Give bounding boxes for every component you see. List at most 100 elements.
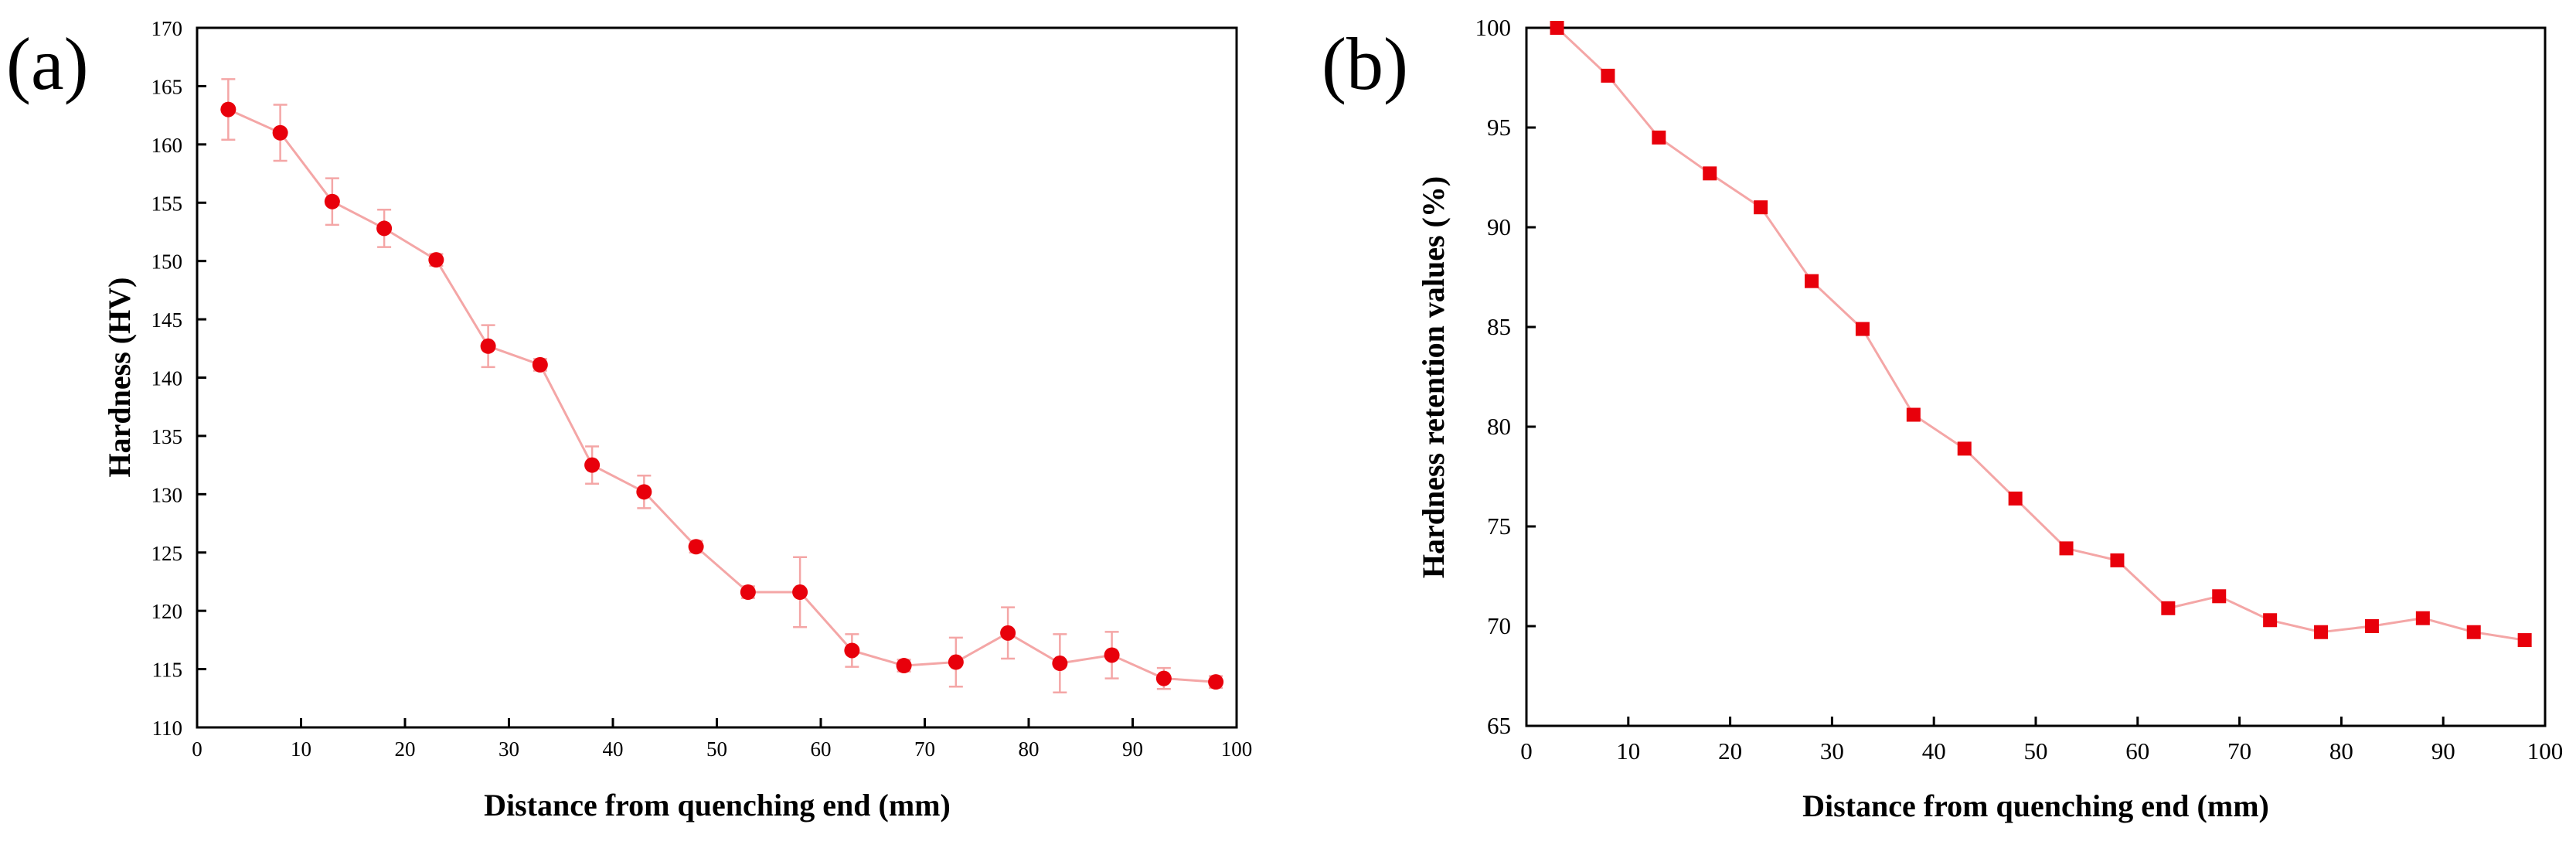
panel-b-data-point — [1550, 21, 1564, 35]
panel-a-y-tick-label: 125 — [151, 542, 183, 565]
panel-b-y-axis-title: Hardness retention values (%) — [1416, 176, 1451, 578]
panel-a-x-axis-title: Distance from quenching end (mm) — [484, 788, 951, 822]
panel-a-x-tick-label: 50 — [706, 737, 727, 761]
panel-b-x-tick-label: 10 — [1616, 737, 1640, 765]
panel-a-x-tick-label: 20 — [395, 737, 416, 761]
panel-a-y-tick-label: 115 — [152, 659, 183, 682]
panel-a-data-point — [272, 124, 288, 141]
panel-b-data-point — [1855, 322, 1870, 336]
panel-a-plot-frame — [196, 26, 1238, 729]
panel-a-data-point — [1104, 647, 1120, 663]
panel-a-y-tick-label: 165 — [151, 75, 183, 98]
panel-b-y-tick-label: 85 — [1487, 313, 1511, 340]
panel-b-data-point — [2517, 633, 2532, 648]
panel-b-series — [1550, 21, 2532, 648]
panel-b-series-line — [1556, 26, 2525, 642]
panel-a-series — [220, 78, 1224, 693]
panel-a-label: (a) — [6, 22, 89, 105]
panel-a-x-tick-label: 100 — [1221, 737, 1253, 761]
panel-a-y-tick-label: 160 — [151, 134, 183, 157]
panel-b-data-point — [2110, 553, 2125, 567]
panel-a-data-point — [428, 252, 444, 268]
panel-b-x-tick-label: 100 — [2527, 737, 2564, 765]
panel-b-data-point — [1754, 200, 1768, 215]
panel-b-x-axis-title: Distance from quenching end (mm) — [1802, 788, 2269, 823]
panel-a-x-tick-label: 40 — [603, 737, 624, 761]
panel-b-y-tick-label: 75 — [1487, 513, 1511, 540]
panel-a-y-tick-label: 170 — [151, 17, 183, 40]
panel-a-series-line — [227, 108, 1217, 683]
panel-b-data-point — [2161, 601, 2176, 615]
panel-b-x-tick-label: 50 — [2024, 737, 2048, 765]
panel-b-x-axis: 0 10 20 30 40 50 60 70 80 90 100 — [1520, 717, 2563, 765]
panel-a-data-point — [220, 101, 237, 117]
panel-b-x-tick-label: 40 — [1922, 737, 1946, 765]
panel-a-y-tick-label: 155 — [151, 192, 183, 215]
panel-a-y-tick-label: 120 — [151, 600, 183, 623]
panel-b-plot-frame — [1525, 26, 2547, 727]
panel-b-y-tick-label: 65 — [1487, 712, 1511, 739]
panel-a-data-point — [896, 658, 912, 674]
panel-a-y-axis: 110 115 120 125 130 135 140 145 150 155 160 165 170 — [151, 17, 206, 740]
panel-a-data-point — [844, 642, 860, 659]
panel-a-y-tick-label: 150 — [151, 250, 183, 274]
panel-a-data-point — [376, 220, 393, 237]
panel-a-hardness-chart: (a) 0 10 20 30 40 50 60 70 80 90 100 1101151201251… — [6, 17, 1252, 822]
panel-b-data-point — [2008, 491, 2023, 506]
panel-a-y-tick-label: 140 — [151, 367, 183, 390]
panel-a-data-point — [948, 654, 964, 670]
panel-b-x-tick-label: 20 — [1718, 737, 1742, 765]
panel-a-data-point — [324, 193, 340, 209]
panel-b-y-axis: 65 70 75 80 85 90 95 100 — [1475, 14, 1536, 739]
panel-b-y-tick-label: 80 — [1487, 413, 1511, 440]
panel-a-data-point — [636, 484, 652, 500]
panel-a-y-tick-label: 130 — [151, 483, 183, 506]
panel-b-data-point — [2059, 541, 2074, 556]
panel-a-data-point — [740, 584, 756, 601]
panel-a-x-tick-label: 60 — [811, 737, 832, 761]
panel-b-y-tick-label: 90 — [1487, 213, 1511, 240]
panel-a-y-axis-title: Hardness (HV) — [102, 278, 137, 478]
panel-a-data-point — [688, 539, 704, 555]
panel-b-data-point — [1906, 407, 1921, 422]
panel-a-x-tick-label: 80 — [1019, 737, 1040, 761]
panel-b-y-tick-label: 70 — [1487, 612, 1511, 639]
panel-a-data-point — [1052, 656, 1068, 672]
panel-b-data-point — [2415, 611, 2430, 625]
panel-a-data-point — [1155, 670, 1172, 686]
panel-b-data-point — [2263, 613, 2278, 628]
panel-a-x-axis: 0 10 20 30 40 50 60 70 80 90 100 — [192, 718, 1252, 761]
panel-b-data-point — [2466, 625, 2481, 639]
panel-a-data-point — [792, 584, 808, 601]
panel-b-retention-chart: (b) 0 10 20 30 40 50 60 70 80 90 100 65 70 75 80 85 90 9… — [1322, 14, 2563, 823]
panel-b-data-point — [1957, 441, 1972, 456]
panel-b-data-point — [1652, 130, 1666, 145]
panel-b-y-tick-label: 95 — [1487, 114, 1511, 141]
panel-a-x-tick-label: 90 — [1122, 737, 1143, 761]
panel-b-x-tick-label: 90 — [2431, 737, 2455, 765]
panel-b-data-point — [1703, 166, 1717, 181]
panel-a-x-tick-label: 10 — [291, 737, 311, 761]
panel-a-x-tick-label: 30 — [499, 737, 519, 761]
panel-b-x-tick-label: 0 — [1520, 737, 1533, 765]
panel-b-data-point — [1805, 274, 1819, 288]
panel-a-y-tick-label: 135 — [151, 425, 183, 448]
panel-a-data-point — [532, 356, 548, 373]
panel-b-x-tick-label: 60 — [2125, 737, 2149, 765]
panel-a-x-tick-label: 0 — [192, 737, 202, 761]
panel-b-data-point — [2212, 589, 2227, 604]
panel-a-data-point — [1208, 674, 1224, 690]
panel-b-data-point — [2314, 625, 2329, 639]
panel-a-data-point — [584, 457, 601, 473]
panel-b-label: (b) — [1322, 22, 1408, 105]
panel-a-y-tick-label: 110 — [152, 717, 183, 740]
panel-b-x-tick-label: 80 — [2329, 737, 2353, 765]
panel-b-y-tick-label: 100 — [1475, 14, 1512, 41]
panel-a-x-tick-label: 70 — [914, 737, 935, 761]
panel-b-data-point — [1601, 68, 1615, 83]
panel-b-x-tick-label: 30 — [1820, 737, 1844, 765]
panel-a-y-tick-label: 145 — [151, 308, 183, 332]
panel-b-data-point — [2364, 619, 2379, 633]
panel-b-x-tick-label: 70 — [2227, 737, 2251, 765]
